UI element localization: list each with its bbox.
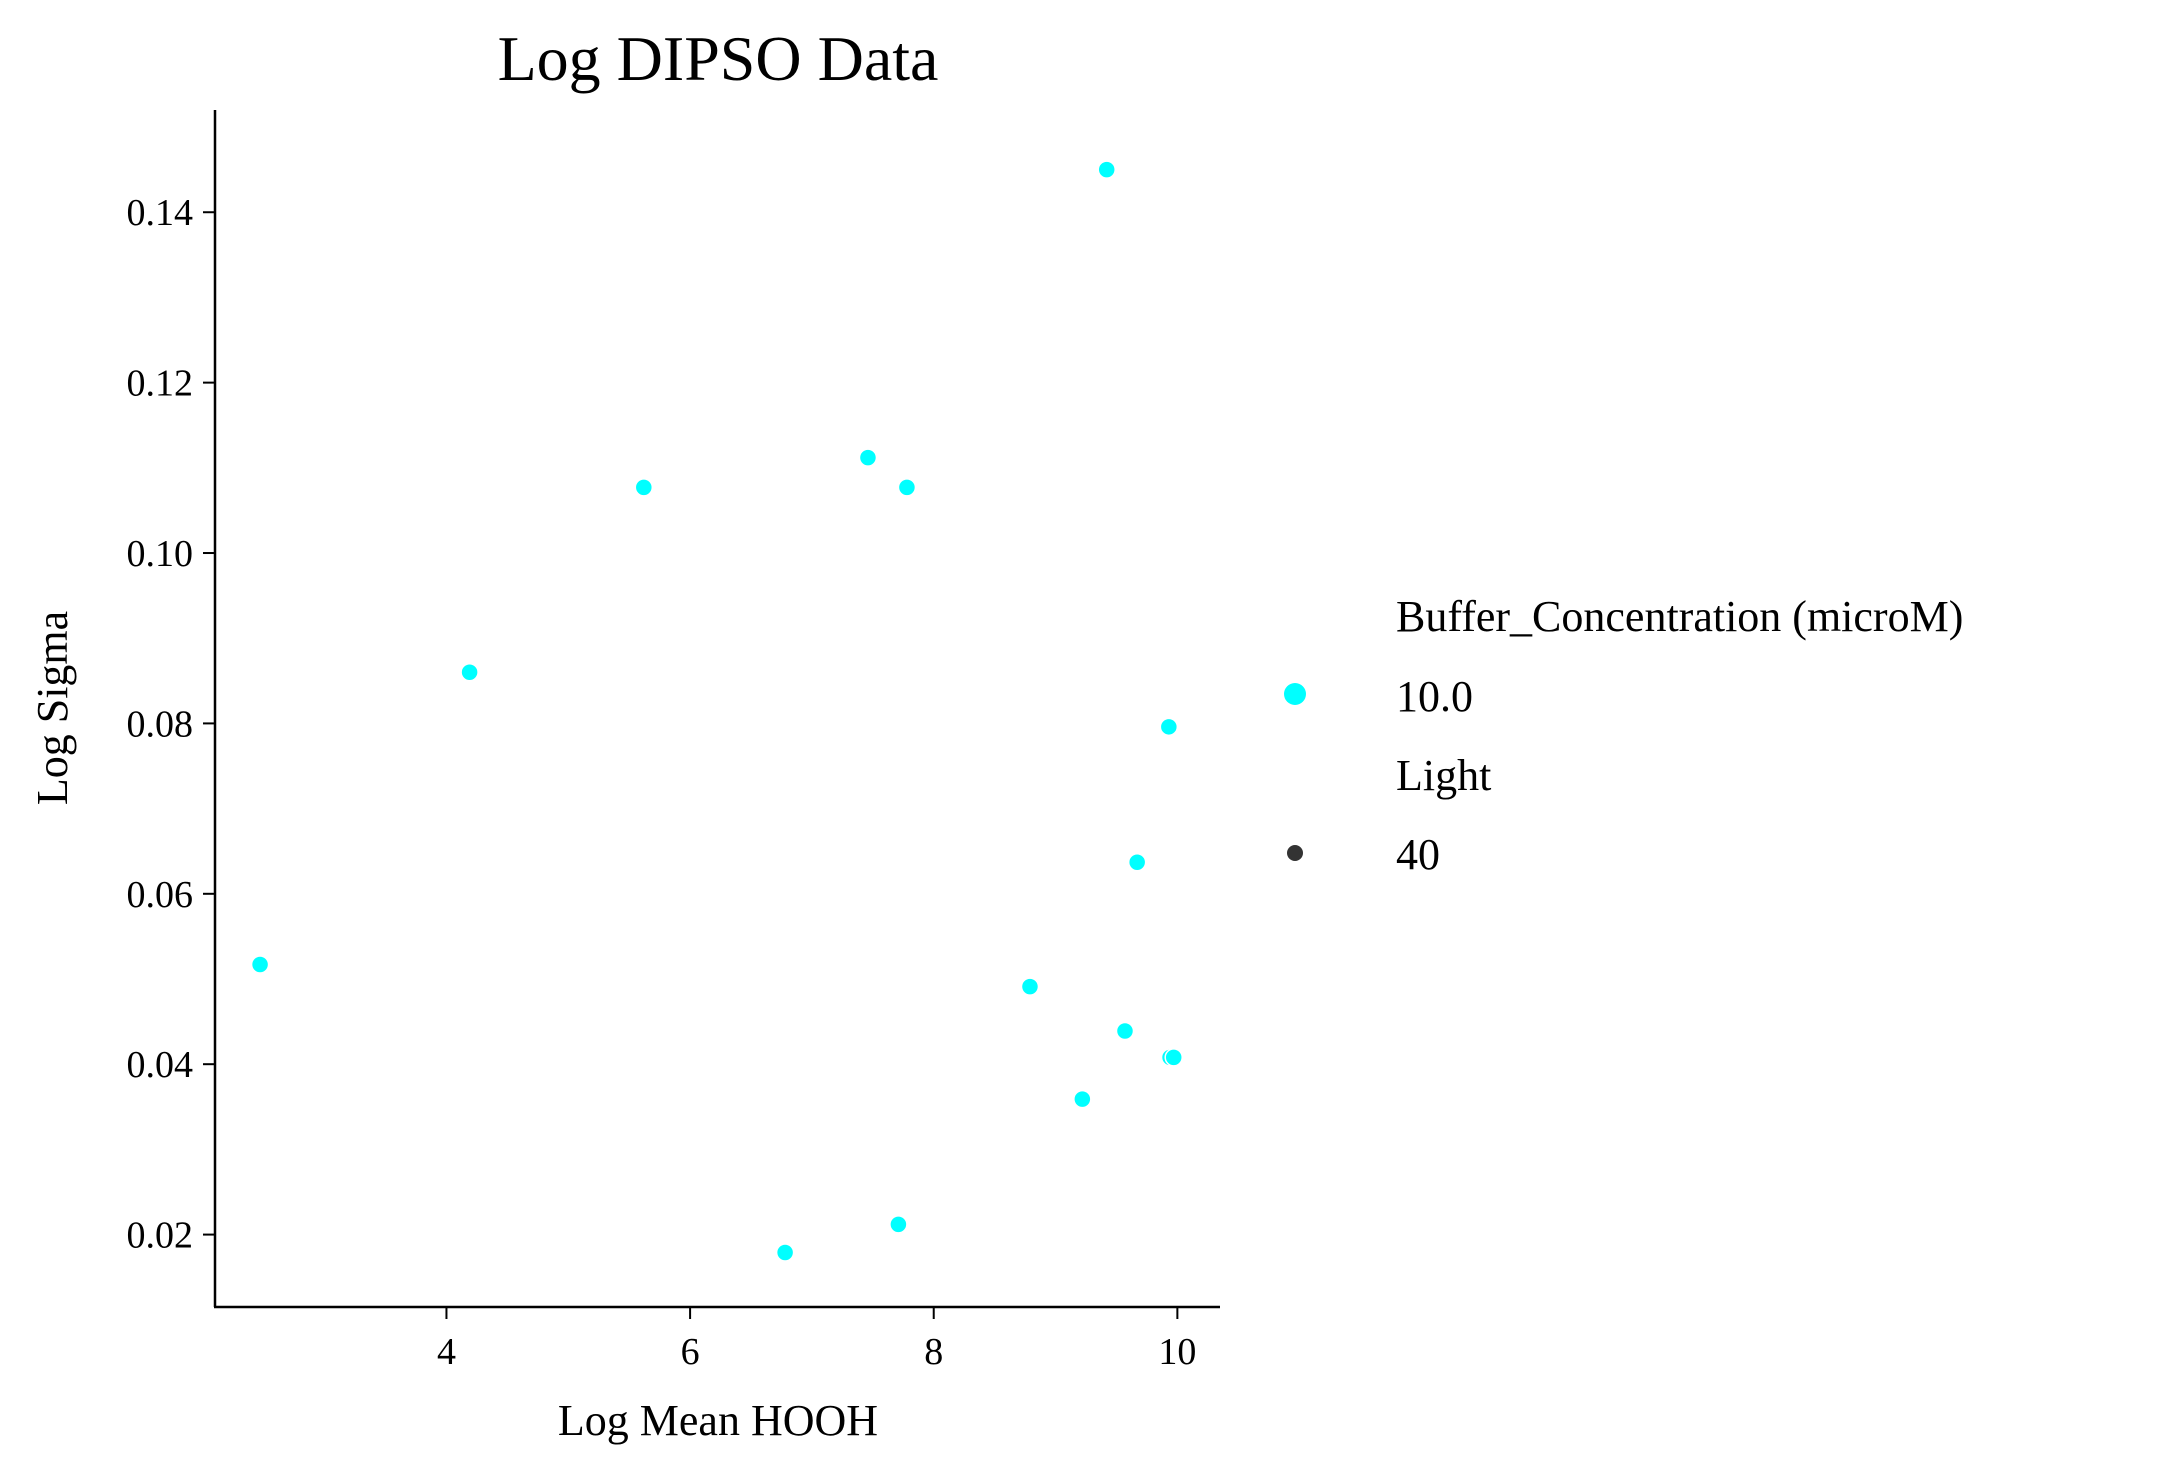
data-point (634, 478, 654, 497)
x-tick-label: 8 (924, 1331, 943, 1373)
legend: Buffer_Concentration (microM) 10.0 Light… (1284, 592, 1963, 879)
x-tick-label: 10 (1158, 1331, 1196, 1373)
data-point (1115, 1021, 1135, 1041)
legend-hue-entry: 10.0 (1396, 672, 1473, 721)
legend-size-title: Light (1396, 751, 1491, 800)
data-point (775, 1243, 795, 1262)
y-axis-label: Log Sigma (28, 611, 77, 805)
data-point (460, 663, 479, 682)
data-point (897, 478, 917, 497)
x-tick-label: 4 (437, 1331, 456, 1373)
data-point (858, 448, 878, 467)
data-point (1073, 1089, 1092, 1109)
chart-title: Log DIPSO Data (498, 23, 939, 94)
y-tick-label: 0.02 (127, 1215, 194, 1257)
x-axis-label: Log Mean HOOH (558, 1396, 878, 1445)
y-tick-label: 0.14 (127, 192, 194, 234)
data-point (889, 1215, 908, 1234)
y-tick-label: 0.10 (127, 533, 194, 575)
data-point (1020, 977, 1040, 996)
y-tick-label: 0.08 (127, 703, 194, 745)
legend-hue-title: Buffer_Concentration (microM) (1396, 592, 1963, 641)
x-tick-label: 6 (681, 1331, 700, 1373)
data-point (1127, 853, 1147, 872)
x-axis-ticks: 4 6 8 10 (437, 1307, 1196, 1373)
y-tick-label: 0.06 (127, 874, 194, 916)
data-point (250, 955, 270, 974)
plot-area (250, 160, 1183, 1262)
y-tick-label: 0.04 (127, 1044, 194, 1086)
legend-size-marker (1287, 845, 1303, 861)
data-point (1159, 717, 1179, 737)
legend-hue-marker (1284, 683, 1306, 705)
y-tick-label: 0.12 (127, 363, 194, 405)
y-axis-ticks: 0.02 0.04 0.06 0.08 0.10 0.12 0.14 (127, 192, 215, 1257)
legend-size-entry: 40 (1396, 830, 1440, 879)
data-point (1164, 1048, 1183, 1067)
data-point (1097, 160, 1116, 179)
